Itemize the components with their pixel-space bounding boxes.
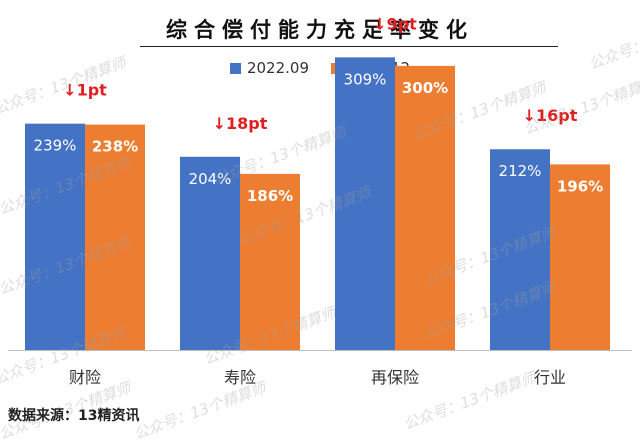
change-annotation-4: ↓16pt <box>523 106 578 125</box>
legend-label-series-1: 2022.09 <box>246 59 309 77</box>
bar-1-1 <box>25 123 85 350</box>
bar-2-4 <box>550 164 610 350</box>
data-label-1-4: 212% <box>499 162 542 180</box>
bar-2-3 <box>395 65 455 350</box>
data-label-1-1: 239% <box>34 137 77 155</box>
data-label-1-2: 204% <box>189 170 232 188</box>
bar-1-2 <box>180 156 240 350</box>
legend-swatch-series-1 <box>229 62 241 74</box>
bar-1-4 <box>490 149 550 350</box>
category-label-3: 再保险 <box>371 368 419 387</box>
chart-title: 综合偿付能力充足率变化 <box>166 18 474 42</box>
category-label-1: 财险 <box>69 368 101 387</box>
category-label-2: 寿险 <box>224 368 256 387</box>
category-label-4: 行业 <box>534 368 566 387</box>
change-annotation-1: ↓1pt <box>63 81 107 100</box>
bar-2-2 <box>240 173 300 350</box>
data-label-2-2: 186% <box>247 187 293 205</box>
data-label-2-1: 238% <box>92 138 138 156</box>
data-label-1-3: 309% <box>344 70 387 88</box>
data-label-2-4: 196% <box>557 177 603 195</box>
bar-1-3 <box>335 57 395 350</box>
change-annotation-3: ↓9pt <box>373 14 417 33</box>
data-label-2-3: 300% <box>402 79 448 97</box>
legend-item-series-1: 2022.09 <box>229 59 309 77</box>
bar-2-1 <box>85 124 145 350</box>
source-note: 数据来源：13精资讯 <box>8 408 140 424</box>
title-underline <box>140 46 558 47</box>
change-annotation-2: ↓18pt <box>213 114 268 133</box>
